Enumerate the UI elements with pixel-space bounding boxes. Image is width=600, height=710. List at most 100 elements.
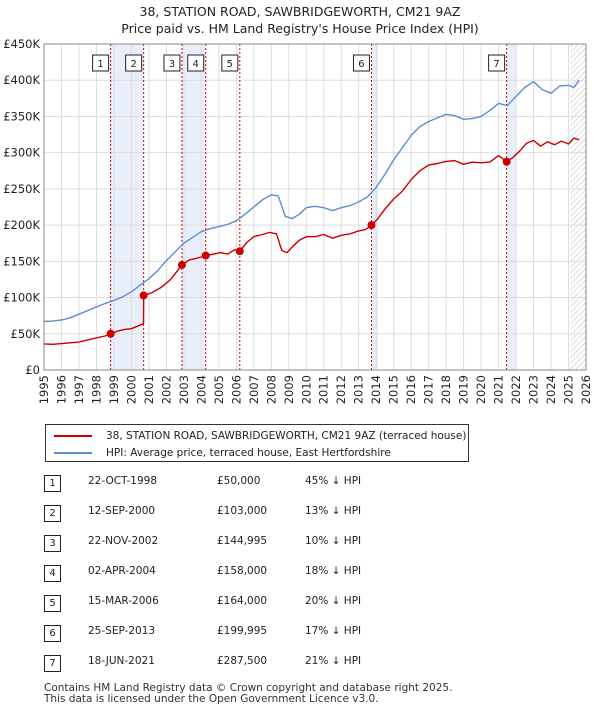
price-chart: 1 2 3 4 5 6 7 £0 £50K £100K £150K £200K £250K £300K £… xyxy=(3,37,593,404)
x-tick-label: 2011 xyxy=(317,375,331,404)
transaction-point-7 xyxy=(502,157,511,166)
transaction-point-5 xyxy=(235,247,244,256)
x-tick-label: 1996 xyxy=(54,375,68,404)
transaction-date: 25-SEP-2013 xyxy=(88,625,156,637)
x-tick-label: 2025 xyxy=(562,375,576,404)
y-tick-label: £300K xyxy=(3,146,40,160)
transaction-date: 15-MAR-2006 xyxy=(88,595,159,607)
x-tick-label: 2019 xyxy=(457,375,471,404)
transaction-date: 12-SEP-2000 xyxy=(88,505,156,517)
transaction-badge-6 xyxy=(352,54,370,72)
x-tick-label: 2004 xyxy=(194,375,208,404)
transaction-number: 7 xyxy=(44,655,61,672)
y-tick-label: £450K xyxy=(3,37,40,51)
x-tick-label: 2005 xyxy=(212,375,226,404)
transaction-date: 02-APR-2004 xyxy=(88,565,156,577)
transaction-hpi-diff: 10% ↓ HPI xyxy=(305,535,362,547)
shaded-period-1 xyxy=(110,44,144,370)
future-hatch xyxy=(570,44,586,370)
transaction-price: £103,000 xyxy=(217,505,268,517)
y-tick-label: £50K xyxy=(11,327,41,341)
transaction-date: 22-NOV-2002 xyxy=(88,535,159,547)
x-tick-label: 2014 xyxy=(369,375,383,404)
transaction-row: 5 15-MAR-2006 £164,000 20% ↓ HPI xyxy=(42,592,562,612)
transaction-price: £164,000 xyxy=(217,595,268,607)
transaction-row: 7 18-JUN-2021 £287,500 21% ↓ HPI xyxy=(42,652,562,672)
transaction-point-1 xyxy=(106,329,115,338)
y-tick-label: £150K xyxy=(3,254,40,268)
transaction-price: £144,995 xyxy=(217,535,268,547)
legend-line-property xyxy=(54,435,92,437)
transaction-point-2 xyxy=(139,291,148,300)
chart-legend: 38, STATION ROAD, SAWBRIDGEWORTH, CM21 9… xyxy=(45,424,469,462)
y-tick-label: £250K xyxy=(3,182,40,196)
x-tick-label: 2001 xyxy=(142,375,156,404)
transaction-badge-5 xyxy=(221,54,239,72)
transaction-price: £50,000 xyxy=(217,475,261,487)
chart-title-line1: 38, STATION ROAD, SAWBRIDGEWORTH, CM21 9… xyxy=(139,4,461,19)
x-tick-label: 1997 xyxy=(72,375,86,404)
transaction-number: 6 xyxy=(44,625,61,642)
transaction-row: 1 22-OCT-1998 £50,000 45% ↓ HPI xyxy=(42,472,562,492)
x-tick-label: 2015 xyxy=(387,375,401,404)
x-tick-label: 2018 xyxy=(439,375,453,404)
transaction-row: 2 12-SEP-2000 £103,000 13% ↓ HPI xyxy=(42,502,562,522)
transaction-point-4 xyxy=(201,251,210,260)
footer: Contains HM Land Registry data © Crown c… xyxy=(44,683,452,705)
transaction-badge-2 xyxy=(125,54,143,72)
transaction-badge-4 xyxy=(187,54,205,72)
transaction-price: £158,000 xyxy=(217,565,268,577)
transaction-point-6 xyxy=(367,221,376,230)
x-tick-label: 2002 xyxy=(159,375,173,404)
series-property-line xyxy=(43,137,580,345)
x-tick-label: 1999 xyxy=(107,375,121,404)
transaction-date: 18-JUN-2021 xyxy=(88,655,155,667)
transaction-badge-label-1: 1 xyxy=(97,59,103,70)
x-tick-label: 2017 xyxy=(422,375,436,404)
x-tick-label: 2026 xyxy=(579,375,593,404)
transaction-hpi-diff: 21% ↓ HPI xyxy=(305,655,362,667)
x-tick-label: 2022 xyxy=(509,375,523,404)
transaction-number: 5 xyxy=(44,595,61,612)
footer-line2: This data is licensed under the Open Gov… xyxy=(44,693,379,705)
transaction-number: 4 xyxy=(44,565,61,582)
transaction-hpi-diff: 17% ↓ HPI xyxy=(305,625,362,637)
x-tick-label: 2024 xyxy=(544,375,558,404)
x-tick-label: 2020 xyxy=(474,375,488,404)
transaction-badge-label-4: 4 xyxy=(193,59,199,70)
shaded-period-3 xyxy=(371,44,378,370)
y-tick-label: £350K xyxy=(3,109,40,123)
x-tick-label: 2003 xyxy=(177,375,191,404)
transaction-badge-3 xyxy=(163,54,181,72)
plot-border xyxy=(43,43,587,371)
y-tick-label: £0 xyxy=(25,363,40,377)
transaction-badge-label-7: 7 xyxy=(493,59,499,70)
transaction-badge-label-5: 5 xyxy=(227,59,233,70)
transaction-number: 2 xyxy=(44,505,61,522)
transaction-number: 1 xyxy=(44,475,61,492)
transaction-badge-7 xyxy=(488,54,506,72)
transaction-hpi-diff: 45% ↓ HPI xyxy=(305,475,362,487)
y-tick-label: £400K xyxy=(3,73,40,87)
x-tick-label: 2016 xyxy=(404,375,418,404)
transaction-badge-label-3: 3 xyxy=(169,59,175,70)
transaction-price: £287,500 xyxy=(217,655,268,667)
legend-item-property: 38, STATION ROAD, SAWBRIDGEWORTH, CM21 9… xyxy=(54,428,466,444)
legend-label-hpi: HPI: Average price, terraced house, East… xyxy=(106,447,391,459)
x-tick-label: 2006 xyxy=(229,375,243,404)
transaction-point-3 xyxy=(177,260,186,269)
transaction-row: 3 22-NOV-2002 £144,995 10% ↓ HPI xyxy=(42,532,562,552)
transaction-hpi-diff: 20% ↓ HPI xyxy=(305,595,362,607)
x-tick-label: 2021 xyxy=(492,375,506,404)
x-tick-label: 2007 xyxy=(247,375,261,404)
x-tick-label: 2009 xyxy=(282,375,296,404)
legend-item-hpi: HPI: Average price, terraced house, East… xyxy=(54,445,391,461)
x-tick-label: 2010 xyxy=(299,375,313,404)
transaction-row: 4 02-APR-2004 £158,000 18% ↓ HPI xyxy=(42,562,562,582)
transaction-price: £199,995 xyxy=(217,625,268,637)
transaction-date: 22-OCT-1998 xyxy=(88,475,157,487)
series-hpi-line xyxy=(43,79,580,323)
shaded-period-4 xyxy=(506,44,517,370)
x-tick-label: 2012 xyxy=(334,375,348,404)
x-tick-label: 2013 xyxy=(352,375,366,404)
